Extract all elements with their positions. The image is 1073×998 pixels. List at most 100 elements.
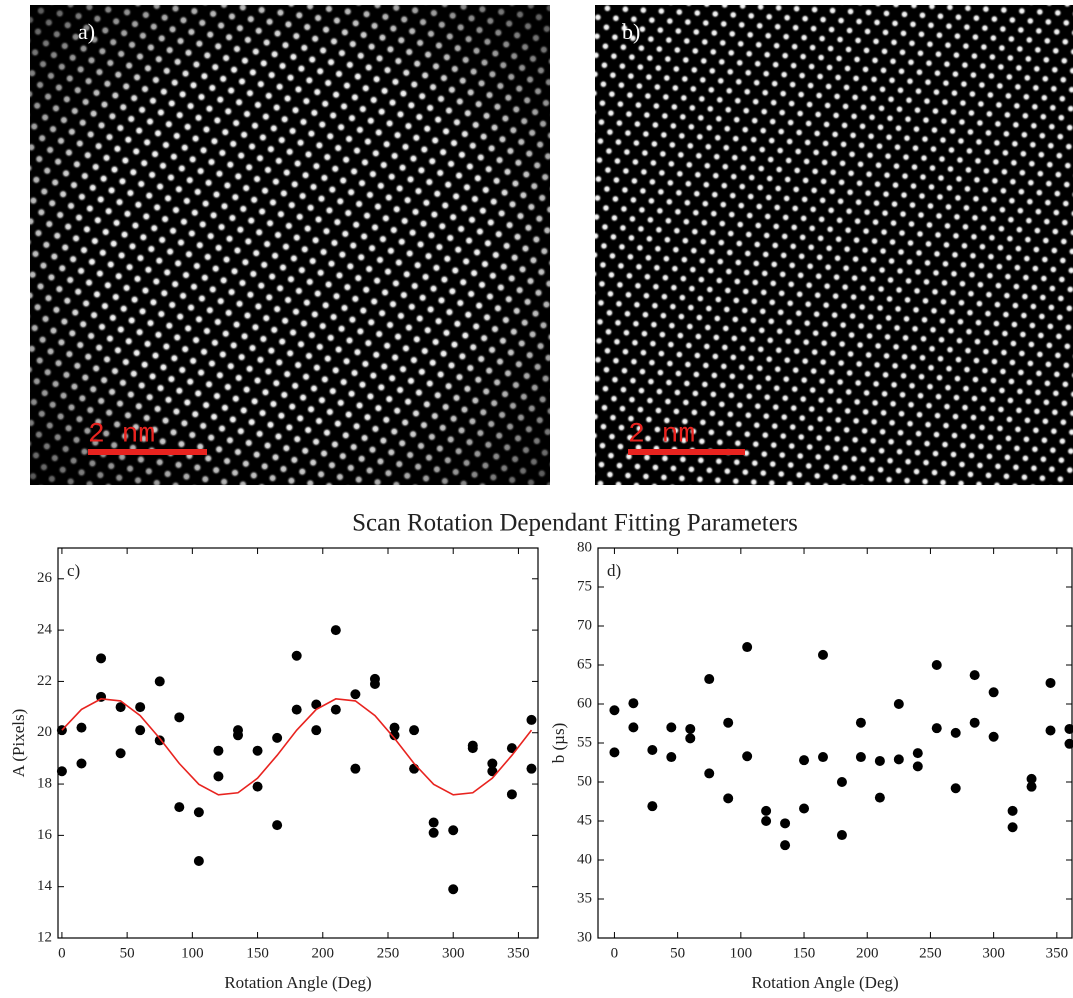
data-point — [628, 698, 639, 709]
data-point — [1045, 677, 1056, 688]
y-tick-label: 40 — [577, 851, 592, 867]
data-point — [666, 752, 677, 763]
x-tick-label: 0 — [611, 945, 619, 961]
data-point — [950, 727, 961, 738]
x-tick-label: 300 — [442, 945, 465, 961]
data-point — [761, 816, 772, 826]
data-point — [780, 818, 791, 829]
data-point — [931, 723, 942, 734]
data-point — [628, 722, 639, 733]
data-point — [369, 678, 380, 689]
y-tick-label: 22 — [37, 673, 52, 689]
x-axis-label: Rotation Angle (Deg) — [224, 973, 371, 992]
data-point — [448, 825, 459, 836]
data-point — [685, 733, 696, 744]
data-point — [836, 777, 847, 787]
data-point — [609, 747, 620, 758]
x-tick-label: 50 — [120, 945, 135, 961]
data-point — [1064, 723, 1073, 734]
data-point — [213, 745, 224, 756]
data-point — [988, 687, 999, 698]
x-tick-label: 300 — [982, 945, 1005, 961]
y-tick-label: 45 — [577, 812, 592, 828]
data-point — [1026, 773, 1037, 784]
data-point — [96, 653, 107, 664]
x-tick-label: 150 — [246, 945, 269, 961]
data-point — [704, 674, 715, 685]
data-point — [526, 763, 537, 774]
data-point — [723, 793, 734, 804]
x-tick-label: 150 — [793, 945, 816, 961]
image-b: b) 2 nm — [595, 5, 1073, 485]
x-tick-label: 250 — [919, 945, 942, 961]
panel-label: c) — [67, 561, 80, 580]
data-point — [487, 766, 498, 777]
data-point — [742, 642, 753, 653]
chart: 0 50 100 150 200 250 300 350 12 14 16 18 20 22 24 26 Rot… — [9, 547, 539, 992]
data-point — [252, 781, 263, 792]
data-point — [704, 768, 715, 779]
data-point — [154, 676, 165, 687]
data-point — [647, 745, 658, 756]
plot-area — [57, 547, 539, 939]
x-tick-label: 0 — [58, 945, 66, 961]
data-point — [761, 805, 772, 816]
data-point — [115, 702, 126, 713]
y-tick-label: 24 — [37, 622, 53, 638]
figure-title: Scan Rotation Dependant Fitting Paramete… — [352, 510, 798, 537]
data-point — [647, 801, 658, 812]
data-point — [969, 670, 980, 681]
y-tick-label: 20 — [37, 724, 52, 740]
data-point — [311, 699, 322, 710]
y-tick-label: 30 — [577, 929, 592, 945]
x-tick-label: 350 — [507, 945, 530, 961]
data-point — [1007, 822, 1018, 833]
data-point — [233, 730, 243, 741]
panel-label: b) — [622, 19, 640, 44]
chart: 0 50 100 150 200 250 300 350 30 35 40 45 50 55 60 65 70 7… — [549, 539, 1073, 992]
data-point — [817, 649, 828, 660]
y-tick-label: 14 — [37, 878, 53, 894]
data-point — [409, 725, 420, 736]
data-point — [893, 699, 904, 709]
data-point — [874, 792, 885, 803]
data-point — [135, 725, 146, 736]
data-point — [893, 754, 904, 765]
data-point — [174, 712, 185, 723]
y-tick-label: 50 — [577, 773, 592, 789]
x-tick-label: 100 — [730, 945, 753, 961]
data-point — [506, 789, 517, 800]
data-point — [213, 771, 224, 782]
data-point — [311, 725, 322, 736]
data-point — [912, 761, 923, 772]
data-point — [272, 732, 283, 743]
data-point — [1007, 805, 1018, 816]
y-tick-label: 60 — [577, 695, 592, 711]
data-point — [76, 758, 87, 769]
x-tick-label: 350 — [1046, 945, 1069, 961]
y-tick-label: 12 — [37, 929, 52, 945]
data-point — [799, 755, 810, 766]
data-point — [350, 763, 361, 774]
data-point — [389, 730, 400, 741]
data-point — [330, 625, 341, 636]
scale-bar-label: 2 nm — [88, 419, 155, 450]
fit-line — [61, 698, 533, 796]
data-point — [448, 884, 459, 895]
data-point — [135, 702, 146, 713]
data-point — [780, 840, 791, 851]
data-point — [855, 752, 866, 763]
data-point — [291, 650, 302, 661]
data-point — [950, 783, 961, 794]
data-point — [252, 745, 263, 756]
data-point — [350, 689, 361, 700]
data-point — [874, 755, 885, 766]
panel-label: d) — [607, 561, 621, 580]
y-tick-label: 70 — [577, 617, 592, 633]
y-tick-label: 75 — [577, 578, 592, 594]
data-point — [855, 717, 866, 728]
data-point — [487, 758, 498, 769]
data-point — [969, 717, 980, 728]
data-point — [609, 705, 620, 716]
